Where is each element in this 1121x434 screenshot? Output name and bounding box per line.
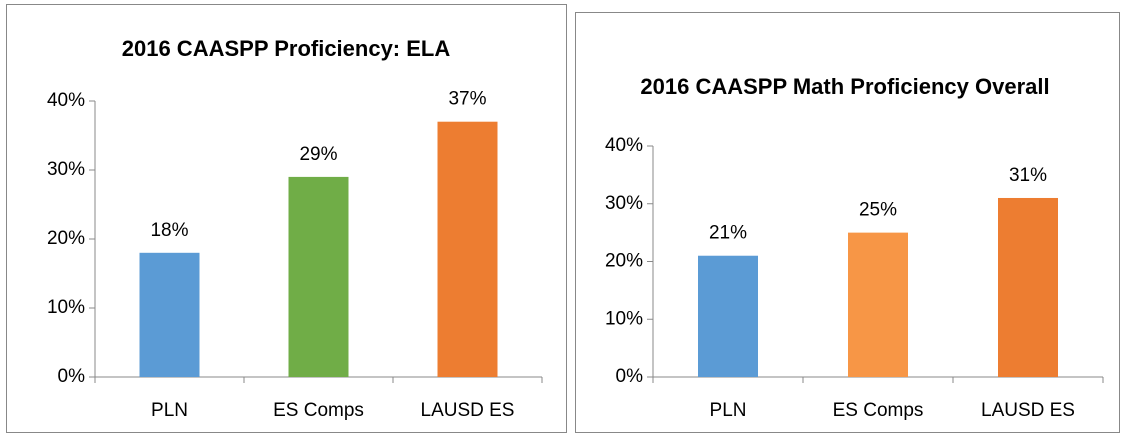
bar — [139, 252, 200, 377]
data-label: 29% — [299, 144, 337, 165]
data-label: 18% — [150, 220, 188, 241]
bar — [288, 176, 349, 377]
y-tick-label: 20% — [47, 228, 85, 249]
x-tick-label: PLN — [151, 400, 188, 421]
y-tick-label: 40% — [605, 135, 643, 156]
bar — [437, 121, 498, 377]
bar — [998, 197, 1058, 377]
y-tick-label: 20% — [605, 251, 643, 272]
bar — [848, 232, 908, 377]
y-tick-label: 10% — [47, 297, 85, 318]
y-tick-label: 0% — [616, 366, 644, 387]
data-label: 25% — [859, 200, 897, 221]
data-label: 37% — [448, 89, 486, 110]
x-tick-label: LAUSD ES — [981, 400, 1075, 421]
chart-frame — [575, 12, 1120, 433]
y-tick-label: 10% — [605, 308, 643, 329]
y-tick-label: 40% — [47, 90, 85, 111]
data-label: 21% — [709, 223, 747, 244]
y-tick-label: 30% — [605, 193, 643, 214]
x-tick-label: ES Comps — [833, 400, 924, 421]
y-tick-label: 0% — [58, 366, 86, 387]
bar — [698, 255, 758, 377]
y-tick-label: 30% — [47, 159, 85, 180]
x-tick-label: LAUSD ES — [421, 400, 515, 421]
x-tick-label: ES Comps — [273, 400, 364, 421]
chart-frame — [6, 4, 567, 433]
chart-title: 2016 CAASPP Math Proficiency Overall — [640, 74, 1050, 99]
chart-title: 2016 CAASPP Proficiency: ELA — [121, 36, 451, 61]
x-tick-label: PLN — [710, 400, 747, 421]
data-label: 31% — [1009, 165, 1047, 186]
